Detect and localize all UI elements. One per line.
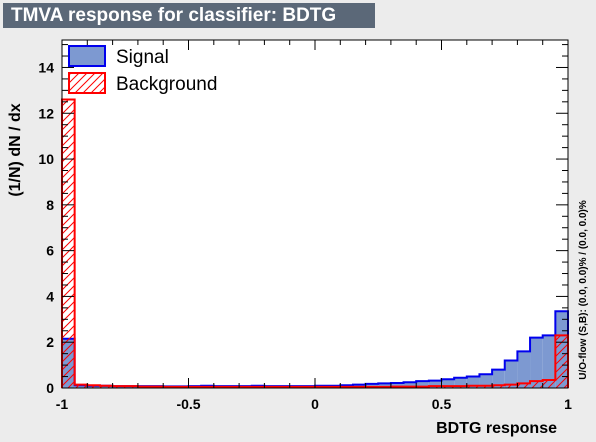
legend: Signal Background — [68, 45, 217, 95]
x-axis-label: BDTG response — [436, 420, 557, 437]
signal-bar-36 — [517, 351, 531, 388]
signal-bar-33 — [479, 374, 493, 388]
background-bar-3 — [99, 385, 113, 388]
background-outline — [61, 98, 569, 388]
signal-bar-35 — [504, 360, 518, 388]
signal-bar-29 — [428, 380, 442, 388]
legend-label-signal: Signal — [116, 47, 169, 68]
x-tick-label: -0.5 — [176, 396, 200, 412]
x-tick-label: 1 — [564, 396, 572, 412]
background-bar-38 — [542, 379, 556, 388]
signal-bar-31 — [454, 377, 467, 388]
background-bar-37 — [530, 381, 543, 388]
signal-bar-25 — [378, 383, 391, 388]
signal-bar-37 — [530, 337, 543, 388]
signal-bar-34 — [492, 369, 505, 388]
background-bar-32 — [466, 385, 480, 388]
signal-bar-26 — [390, 382, 404, 388]
y-tick-label: 14 — [38, 59, 54, 75]
legend-label-background: Background — [116, 74, 217, 95]
chart-title: TMVA response for classifier: BDTG — [3, 3, 375, 28]
background-bar-36 — [517, 383, 531, 388]
signal-bar-27 — [403, 382, 417, 388]
background-bar-1 — [74, 384, 88, 388]
signal-bar-38 — [542, 335, 556, 388]
background-bar-39 — [555, 335, 568, 388]
plot-area — [62, 40, 568, 388]
background-bar-0 — [62, 99, 75, 389]
background-bar-34 — [492, 385, 505, 388]
y-tick-label: 8 — [46, 197, 54, 213]
legend-swatch-background — [68, 72, 106, 94]
x-tick-label: 0 — [311, 396, 319, 412]
x-tick-label: -1 — [56, 396, 69, 412]
legend-swatch-signal — [68, 45, 106, 67]
y-axis-label: (1/N) dN / dx — [7, 103, 24, 196]
signal-bar-30 — [441, 379, 455, 388]
background-bar-2 — [87, 385, 100, 388]
y-tick-label: 6 — [46, 243, 54, 259]
y-tick-label: 12 — [38, 105, 54, 121]
signal-bar-28 — [416, 381, 429, 388]
y-tick-label: 2 — [46, 334, 54, 350]
y-tick-label: 4 — [46, 288, 54, 304]
x-tick-label: 0.5 — [432, 396, 452, 412]
background-bar-33 — [479, 385, 493, 388]
signal-bar-32 — [466, 376, 480, 388]
y-tick-label: 0 — [46, 380, 54, 396]
background-bar-35 — [504, 384, 518, 388]
y-tick-label: 10 — [38, 151, 54, 167]
overflow-label: U/O-flow (S,B): (0.0, 0.0)% / (0.0, 0.0)… — [578, 200, 589, 380]
